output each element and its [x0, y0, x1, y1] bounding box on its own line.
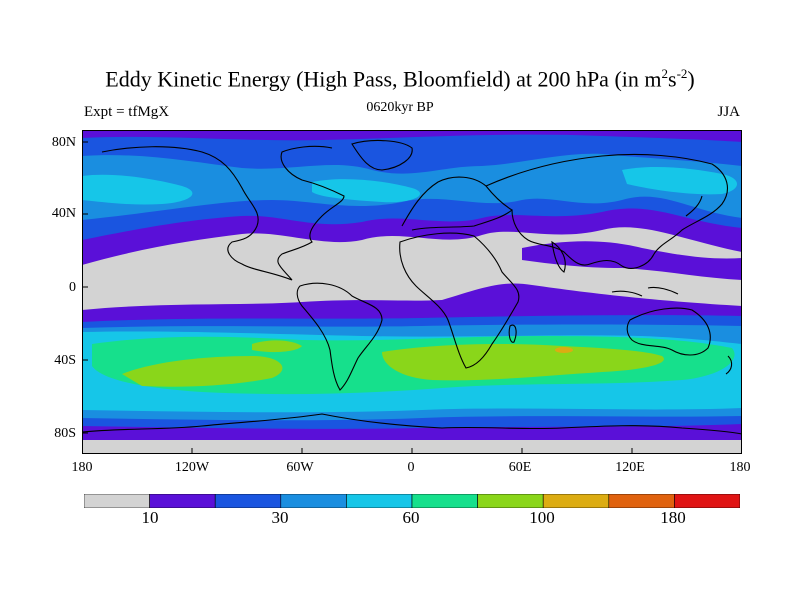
- colorbar-cell-3: [280, 494, 347, 508]
- coast-new-zealand: [725, 355, 733, 375]
- chart-subtitle: 0620kyr BP: [366, 100, 434, 115]
- colorbar-cell-9: [674, 494, 740, 508]
- colorbar-cell-4: [346, 494, 413, 508]
- colorbar-cell-2: [214, 494, 282, 508]
- nh-cyan-asia: [622, 167, 737, 195]
- colorbar-cell-7: [542, 494, 610, 508]
- south-grey-strip: [82, 440, 742, 454]
- season-label: JJA: [717, 104, 740, 120]
- coast-north-america: [101, 145, 345, 281]
- colorbar-label-60: 60: [402, 508, 420, 527]
- colorbar-label-10: 10: [141, 508, 159, 527]
- lat-tick-40s: 40S: [54, 353, 76, 368]
- nh-cyan-pacific: [82, 174, 193, 205]
- colorbar-cell-6: [477, 494, 544, 508]
- chart-title: Eddy Kinetic Energy (High Pass, Bloomfie…: [105, 66, 695, 92]
- nh-cyan-atlantic: [312, 179, 421, 203]
- lat-tick-0: 0: [69, 280, 76, 295]
- coast-japan: [685, 195, 703, 217]
- colorbar-label-180: 180: [660, 508, 686, 527]
- colorbar-cell-1: [149, 494, 216, 508]
- sh-lime-indian: [382, 344, 664, 381]
- colorbar-cell-5: [411, 494, 478, 508]
- lon-tick-120w: 120W: [174, 460, 210, 475]
- lon-tick-60e: 60E: [508, 460, 532, 475]
- colorbar-label-30: 30: [271, 508, 289, 527]
- lon-tick-0: 0: [407, 460, 415, 475]
- coast-greenland: [351, 139, 413, 171]
- lat-tick-80s: 80S: [54, 426, 76, 441]
- nh-purple-tongue: [522, 241, 742, 280]
- lat-tick-80n: 80N: [51, 135, 76, 150]
- lon-tick-60w: 60W: [286, 460, 314, 475]
- eke-map: [82, 130, 742, 454]
- colorbar-label-100: 100: [529, 508, 555, 527]
- colorbar-cell-0: [84, 494, 150, 508]
- coast-madagascar: [508, 324, 517, 343]
- nh-band-midblue: [82, 153, 742, 220]
- lon-tick-180w: 180: [71, 460, 93, 475]
- coast-europe: [401, 176, 513, 231]
- lon-tick-180e: 180: [729, 460, 751, 475]
- coastlines: [82, 139, 742, 435]
- coast-asia: [485, 153, 728, 269]
- axis-ticks: [82, 141, 633, 454]
- coast-australia: [626, 307, 711, 356]
- coast-south-america: [296, 282, 383, 391]
- coast-africa: [399, 232, 520, 369]
- lon-tick-120e: 120E: [615, 460, 645, 475]
- coast-antarctica: [82, 413, 742, 435]
- coast-indonesia: [611, 286, 679, 297]
- experiment-label: Expt = tfMgX: [84, 104, 170, 120]
- sh-lime-pac: [252, 340, 302, 353]
- lat-tick-40n: 40N: [51, 206, 76, 221]
- sh-orange-spot: [555, 347, 573, 353]
- colorbar: [84, 494, 740, 508]
- coast-india: [551, 240, 566, 273]
- sh-lime-west: [122, 356, 283, 387]
- colorbar-cell-8: [608, 494, 675, 508]
